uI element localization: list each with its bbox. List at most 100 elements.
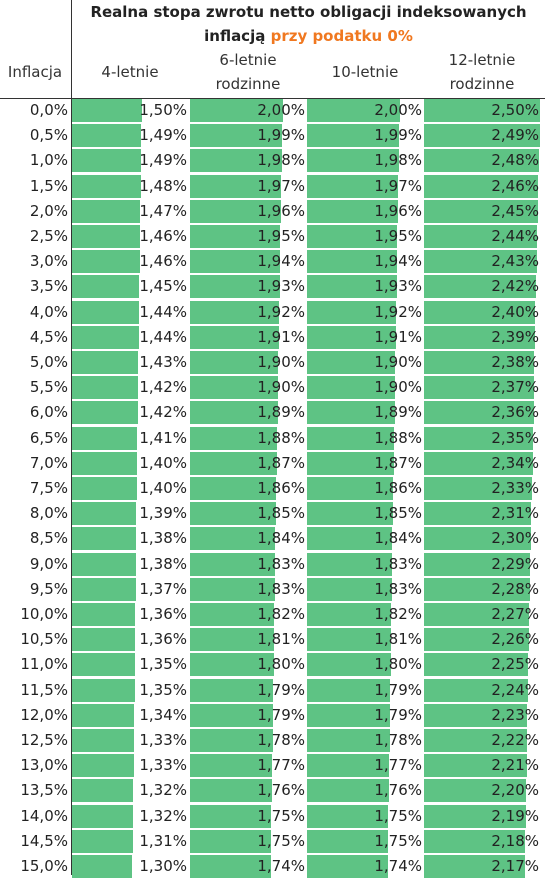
value-label: 2,30% — [491, 529, 539, 548]
value-label: 1,32% — [139, 781, 187, 800]
value-bar — [424, 829, 525, 853]
value-label: 1,96% — [374, 201, 422, 220]
table-row: 5,0% 1,43% 1,90% 1,90% 2,38% — [0, 350, 545, 375]
value-bar — [424, 754, 527, 778]
table-row: 8,0% 1,39% 1,85% 1,85% 2,31% — [0, 501, 545, 526]
value-label: 1,99% — [374, 126, 422, 145]
table-row: 4,5% 1,44% 1,91% 1,91% 2,39% — [0, 325, 545, 350]
value-label: 1,40% — [139, 453, 187, 472]
value-label: 1,37% — [139, 579, 187, 598]
value-label: 1,30% — [139, 857, 187, 875]
table-row: 2,5% 1,46% 1,95% 1,95% 2,44% — [0, 224, 545, 249]
inflation-cell: 9,5% — [29, 579, 68, 598]
value-label: 1,87% — [257, 453, 305, 472]
value-label: 2,37% — [491, 378, 539, 397]
value-bar — [424, 477, 532, 500]
value-label: 1,75% — [374, 831, 422, 850]
value-bar — [424, 804, 526, 828]
value-label: 1,91% — [257, 327, 305, 346]
value-bar — [307, 149, 399, 173]
inflation-cell: 8,5% — [29, 529, 68, 548]
value-label: 2,22% — [491, 731, 539, 749]
value-bar — [307, 703, 390, 727]
value-label: 1,88% — [257, 428, 305, 447]
value-bar — [190, 703, 273, 727]
inflation-cell: 12,5% — [20, 731, 68, 749]
value-label: 1,98% — [257, 151, 305, 170]
inflation-cell: 12,0% — [20, 705, 68, 724]
value-bar — [190, 653, 274, 677]
value-bar — [72, 149, 141, 173]
value-label: 2,27% — [491, 605, 539, 623]
value-label: 1,78% — [257, 731, 305, 749]
value-bar — [190, 174, 281, 198]
table-row: 1,0% 1,49% 1,98% 1,98% 2,48% — [0, 148, 545, 173]
value-label: 1,33% — [139, 731, 187, 749]
table-row: 8,5% 1,38% 1,84% 1,84% 2,30% — [0, 526, 545, 551]
value-label: 2,17% — [491, 857, 539, 875]
inflation-cell: 5,0% — [29, 353, 68, 371]
value-label: 2,33% — [491, 479, 539, 497]
value-label: 1,87% — [374, 453, 422, 472]
value-label: 2,34% — [491, 453, 539, 472]
value-label: 1,86% — [257, 479, 305, 497]
table-row: 11,5% 1,35% 1,79% 1,79% 2,24% — [0, 678, 545, 703]
value-bar — [424, 502, 531, 526]
value-bar — [72, 653, 135, 677]
value-label: 1,76% — [257, 781, 305, 800]
value-bar — [190, 779, 272, 803]
value-bar — [307, 502, 393, 526]
value-label: 1,91% — [374, 327, 422, 346]
value-label: 2,21% — [491, 756, 539, 775]
value-label: 1,44% — [139, 302, 187, 321]
value-label: 1,83% — [374, 579, 422, 598]
value-bar — [190, 426, 277, 450]
value-bar — [72, 703, 134, 727]
value-label: 1,75% — [257, 831, 305, 850]
value-bar — [72, 502, 136, 526]
value-bar — [190, 451, 277, 475]
value-bar — [190, 199, 281, 223]
value-bar — [72, 754, 134, 778]
value-bar — [307, 275, 397, 299]
table-row: 14,5% 1,31% 1,75% 1,75% 2,18% — [0, 829, 545, 854]
header-12-letnie-rodzinne: 12-letnie rodzinne — [424, 48, 540, 96]
value-label: 1,74% — [374, 857, 422, 875]
table-row: 0,0% 1,50% 2,00% 2,00% 2,50% — [0, 98, 545, 123]
value-bar — [307, 603, 391, 626]
value-label: 1,79% — [374, 705, 422, 724]
value-bar — [190, 225, 280, 248]
value-label: 1,93% — [374, 277, 422, 296]
header-divider — [0, 98, 545, 99]
table-row: 1,5% 1,48% 1,97% 1,97% 2,46% — [0, 174, 545, 199]
table-row: 6,5% 1,41% 1,88% 1,88% 2,35% — [0, 426, 545, 451]
table-row: 9,5% 1,37% 1,83% 1,83% 2,28% — [0, 577, 545, 602]
value-label: 2,40% — [491, 302, 539, 321]
value-bar — [424, 603, 529, 626]
value-bar — [190, 577, 275, 601]
value-label: 1,80% — [374, 655, 422, 674]
title-line-1: Realna stopa zwrotu netto obligacji inde… — [90, 3, 527, 21]
value-label: 1,36% — [139, 605, 187, 623]
table-row: 15,0% 1,30% 1,74% 1,74% 2,17% — [0, 854, 545, 879]
value-bar — [72, 225, 140, 248]
value-bar — [72, 401, 138, 425]
value-label: 2,31% — [491, 504, 539, 523]
value-label: 1,86% — [374, 479, 422, 497]
title-line-2-prefix: inflacją — [204, 27, 266, 45]
value-bar — [424, 300, 535, 324]
value-label: 1,39% — [139, 504, 187, 523]
table-row: 5,5% 1,42% 1,90% 1,90% 2,37% — [0, 375, 545, 400]
value-label: 1,83% — [374, 554, 422, 573]
value-label: 1,98% — [374, 151, 422, 170]
value-bar — [190, 628, 274, 652]
inflation-cell: 5,5% — [29, 378, 68, 397]
value-label: 1,40% — [139, 479, 187, 497]
value-bar — [307, 300, 396, 324]
value-label: 1,90% — [374, 353, 422, 371]
value-bar — [424, 225, 537, 248]
value-bar — [424, 250, 537, 274]
inflation-cell: 13,5% — [20, 781, 68, 800]
value-bar — [424, 99, 540, 122]
inflation-cell: 3,0% — [29, 252, 68, 271]
